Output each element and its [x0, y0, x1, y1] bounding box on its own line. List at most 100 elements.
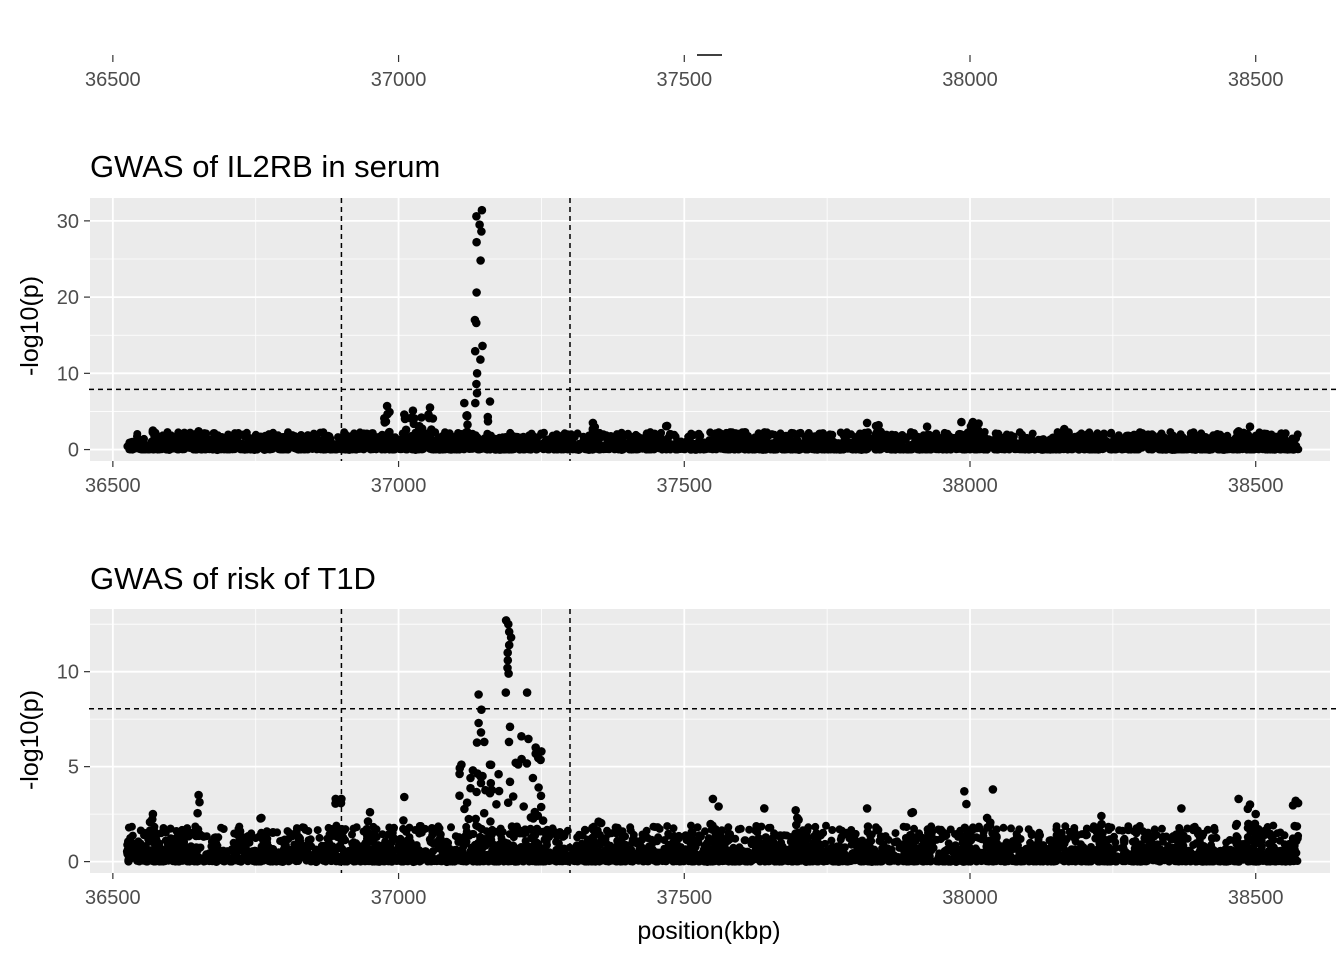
data-point	[902, 823, 911, 832]
data-point	[871, 421, 881, 431]
data-point	[133, 430, 142, 438]
data-point	[1009, 440, 1019, 450]
data-point	[641, 442, 651, 452]
data-point	[470, 346, 480, 356]
x-tick-label: 38500	[1228, 69, 1284, 91]
data-point	[694, 430, 703, 438]
data-point	[724, 440, 734, 450]
data-point	[316, 428, 325, 437]
data-point	[1157, 824, 1166, 833]
data-point	[401, 425, 411, 435]
data-point	[744, 432, 752, 440]
data-point	[414, 427, 424, 436]
data-point	[908, 443, 918, 453]
data-point	[887, 430, 896, 439]
data-point	[381, 443, 391, 452]
data-point	[1126, 439, 1136, 448]
data-point	[1077, 429, 1086, 438]
data-point	[240, 430, 248, 439]
data-point	[687, 429, 696, 438]
data-point	[831, 444, 841, 454]
data-point	[1132, 431, 1141, 440]
data-point	[471, 398, 480, 408]
data-point	[1214, 440, 1224, 450]
data-point	[632, 443, 642, 453]
data-point	[624, 429, 632, 438]
data-point	[543, 442, 553, 452]
data-point	[163, 428, 172, 437]
data-point	[665, 430, 675, 440]
data-point	[283, 442, 293, 452]
data-point	[1245, 422, 1255, 432]
data-point	[1078, 444, 1088, 454]
data-point	[1277, 429, 1286, 438]
data-point	[441, 431, 450, 439]
data-point	[296, 444, 306, 454]
data-point	[891, 829, 900, 838]
data-point	[724, 430, 733, 438]
data-point	[417, 413, 426, 422]
data-point	[1061, 822, 1070, 831]
data-point	[1233, 440, 1243, 450]
data-point	[1153, 433, 1161, 442]
data-point	[127, 822, 136, 831]
data-point	[972, 432, 982, 442]
data-point	[776, 429, 785, 438]
data-point	[472, 288, 481, 297]
panel-title: GWAS of risk of T1D	[90, 561, 376, 596]
data-point	[426, 432, 435, 440]
data-point	[427, 425, 436, 434]
data-point	[1169, 431, 1178, 440]
data-point	[1253, 434, 1262, 443]
data-point	[794, 445, 804, 454]
data-point	[731, 430, 740, 439]
data-point	[1269, 821, 1278, 830]
data-point	[472, 212, 481, 221]
data-point	[588, 424, 598, 434]
data-point	[237, 439, 247, 449]
data-point	[313, 826, 322, 835]
data-point	[297, 431, 306, 439]
x-tick-label: 37500	[656, 887, 712, 909]
data-point	[1087, 439, 1097, 448]
data-point	[692, 439, 702, 449]
data-point	[957, 417, 966, 427]
data-point	[477, 227, 486, 236]
data-point	[828, 826, 837, 834]
data-point	[740, 443, 750, 453]
data-point	[230, 431, 239, 440]
x-tick-label: 36500	[85, 475, 141, 497]
data-point	[1212, 833, 1221, 842]
x-tick-label: 38000	[942, 887, 998, 909]
data-point	[483, 417, 493, 426]
data-point	[991, 429, 1000, 438]
x-tick-label: 37500	[656, 475, 712, 497]
data-point	[653, 837, 662, 846]
data-point	[431, 443, 440, 453]
data-point	[449, 442, 459, 452]
data-point	[1145, 443, 1155, 453]
data-point	[472, 318, 481, 328]
data-point	[447, 823, 455, 832]
data-point	[1022, 433, 1031, 442]
y-tick-label: 20	[57, 287, 79, 309]
data-point	[661, 421, 671, 431]
data-point	[711, 429, 720, 438]
data-point	[874, 437, 884, 447]
data-point	[474, 440, 484, 450]
data-point	[465, 435, 474, 444]
data-point	[801, 432, 810, 441]
y-tick-label: 10	[57, 363, 79, 385]
x-tick-label: 38500	[1228, 887, 1284, 909]
data-point	[1167, 445, 1177, 454]
data-point	[463, 420, 472, 430]
data-point	[186, 428, 195, 437]
data-point	[414, 441, 424, 451]
x-tick-label: 36500	[85, 69, 141, 91]
data-point	[514, 439, 524, 449]
data-point	[408, 406, 418, 416]
data-point	[399, 437, 408, 446]
x-tick-label: 38000	[942, 69, 998, 91]
data-point	[462, 411, 472, 420]
